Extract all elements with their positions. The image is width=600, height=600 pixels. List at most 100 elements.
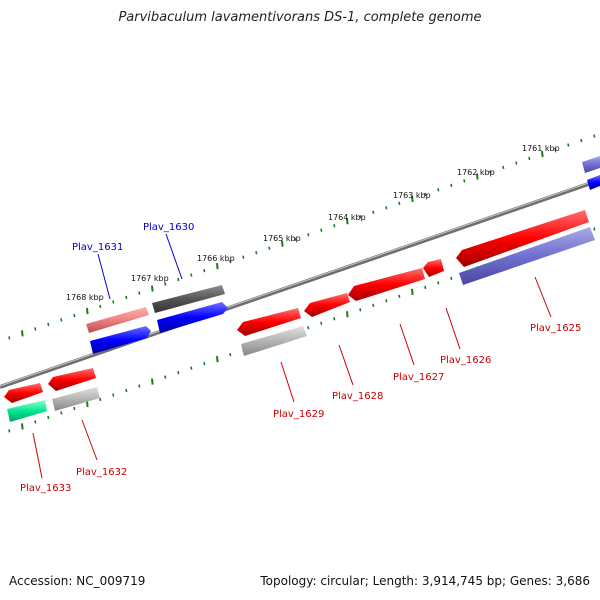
kbp-minor-tick (424, 285, 427, 290)
accession-text: Accession: NC_009719 (9, 574, 146, 588)
gene-label-plav-1627[interactable]: Plav_1627 (393, 372, 444, 383)
gene-arrow-plav-1632[interactable] (48, 368, 96, 391)
gene-label-plav-1625[interactable]: Plav_1625 (530, 323, 581, 334)
kbp-minor-tick (203, 361, 206, 366)
leader-lines (32, 233, 552, 479)
leader-line-plav-1625 (534, 276, 552, 318)
kbp-minor-tick (437, 188, 440, 192)
kbp-minor-tick (99, 397, 102, 402)
gene-label-plav-1632[interactable]: Plav_1632 (76, 467, 127, 478)
kbp-label: 1764 kbp (328, 213, 366, 222)
leader-line-plav-1633 (32, 432, 43, 479)
kbp-minor-tick (73, 406, 76, 411)
gene-arrow-plav-1630[interactable] (157, 302, 228, 333)
kbp-minor-tick (502, 165, 505, 170)
leader-line-plav-1632 (81, 419, 98, 461)
kbp-label: 1767 kbp (131, 274, 169, 283)
kbp-label: 1763 kbp (393, 191, 431, 200)
kbp-minor-tick (255, 251, 258, 255)
kbp-major-tick (216, 356, 219, 363)
gene-arrow-plav-1632-gray[interactable] (52, 387, 100, 411)
kbp-minor-tick (398, 201, 401, 206)
kbp-minor-tick (190, 273, 193, 277)
kbp-minor-tick (437, 281, 440, 285)
kbp-minor-tick (125, 388, 128, 393)
kbp-minor-tick (8, 336, 11, 340)
kbp-major-tick (281, 240, 284, 247)
kbp-minor-tick (112, 393, 115, 397)
kbp-major-tick (151, 378, 154, 385)
gene-arrow-plav-1625[interactable] (456, 210, 589, 267)
kbp-minor-tick (359, 215, 362, 219)
kbp-minor-tick (47, 415, 50, 420)
kbp-major-tick (21, 423, 24, 430)
gene-arrow-1761-purple[interactable] (582, 156, 600, 173)
gene-label-plav-1628[interactable]: Plav_1628 (332, 391, 383, 402)
kbp-minor-tick (359, 308, 362, 312)
kbp-minor-tick (567, 143, 570, 147)
gene-arrow-1761-blue[interactable] (587, 175, 600, 190)
kbp-minor-tick (203, 268, 206, 273)
kbp-label: 1761 kbp (522, 144, 560, 153)
kbp-minor-tick (125, 295, 128, 300)
kbp-minor-tick (177, 277, 180, 282)
leader-line-plav-1630 (165, 233, 183, 280)
gene-arrow-plav-1629-gray[interactable] (241, 326, 307, 356)
kbp-minor-tick (450, 276, 453, 281)
kbp-scale-upper (8, 134, 596, 340)
kbp-minor-tick (60, 411, 63, 415)
kbp-label: 1765 kbp (263, 234, 301, 243)
kbp-major-tick (346, 311, 349, 318)
kbp-minor-tick (385, 299, 388, 303)
kbp-minor-tick (99, 304, 102, 309)
kbp-minor-tick (60, 318, 63, 322)
kbp-major-tick (411, 288, 414, 295)
gene-arrow-plav-1627[interactable] (348, 268, 425, 301)
gene-label-plav-1630[interactable]: Plav_1630 (143, 222, 194, 233)
leader-line-plav-1631 (97, 253, 111, 300)
kbp-major-tick (86, 400, 89, 408)
gene-arrow-plav-1629[interactable] (237, 308, 301, 336)
kbp-major-tick (541, 150, 544, 158)
kbp-minor-tick (190, 366, 193, 370)
kbp-major-tick (216, 263, 219, 270)
leader-line-plav-1629 (280, 361, 295, 403)
kbp-minor-tick (177, 370, 180, 375)
kbp-label: 1766 kbp (197, 254, 235, 263)
gene-arrow-plav-1628[interactable] (304, 293, 350, 317)
kbp-major-tick (86, 307, 89, 315)
kbp-minor-tick (8, 429, 11, 433)
kbp-label: 1768 kbp (66, 293, 104, 302)
kbp-minor-tick (138, 384, 141, 388)
kbp-major-tick (346, 218, 349, 225)
gene-label-plav-1633[interactable]: Plav_1633 (20, 483, 71, 494)
gene-label-plav-1629[interactable]: Plav_1629 (273, 409, 324, 420)
gene-arrow-plav-1631[interactable] (90, 326, 151, 354)
kbp-minor-tick (307, 326, 310, 330)
kbp-minor-tick (164, 282, 167, 286)
genome-backbone (0, 178, 600, 389)
gene-arrow-plav-1625-purple[interactable] (459, 227, 595, 285)
kbp-major-tick (21, 330, 24, 337)
leader-line-plav-1626 (445, 307, 461, 350)
kbp-minor-tick (424, 192, 427, 197)
kbp-minor-tick (73, 313, 76, 318)
gene-arrow-plav-1633-green[interactable] (7, 400, 47, 422)
gene-arrow-plav-1630-dark[interactable] (152, 285, 225, 313)
gene-arrow-plav-1626[interactable] (423, 259, 444, 277)
topology-summary: Topology: circular; Length: 3,914,745 bp… (260, 574, 590, 588)
gene-label-plav-1631[interactable]: Plav_1631 (72, 242, 123, 253)
kbp-minor-tick (463, 179, 466, 183)
kbp-minor-tick (385, 206, 388, 210)
genome-title: Parvibaculum lavamentivorans DS-1, compl… (118, 10, 482, 25)
gene-label-plav-1626[interactable]: Plav_1626 (440, 355, 491, 366)
kbp-minor-tick (294, 237, 297, 241)
kbp-minor-tick (593, 134, 596, 138)
kbp-major-tick (151, 285, 154, 292)
gene-arrow-plav-1631-pink[interactable] (86, 307, 149, 333)
gene-arrow-plav-1633[interactable] (4, 383, 43, 403)
kbp-minor-tick (398, 294, 401, 299)
kbp-minor-tick (320, 321, 323, 325)
kbp-label: 1762 kbp (457, 168, 495, 177)
